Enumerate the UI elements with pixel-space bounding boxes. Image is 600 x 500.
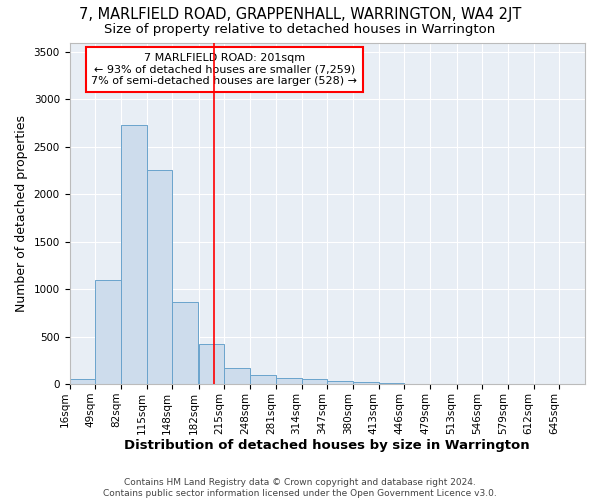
Y-axis label: Number of detached properties: Number of detached properties [15,115,28,312]
Bar [172,302,198,384]
Bar [379,383,404,384]
Bar [353,382,379,384]
Bar [250,374,276,384]
Text: Size of property relative to detached houses in Warrington: Size of property relative to detached ho… [104,22,496,36]
Bar [95,280,121,384]
Bar [146,170,172,384]
Bar [302,380,327,384]
Text: Contains HM Land Registry data © Crown copyright and database right 2024.
Contai: Contains HM Land Registry data © Crown c… [103,478,497,498]
Bar [327,381,353,384]
Text: 7, MARLFIELD ROAD, GRAPPENHALL, WARRINGTON, WA4 2JT: 7, MARLFIELD ROAD, GRAPPENHALL, WARRINGT… [79,8,521,22]
X-axis label: Distribution of detached houses by size in Warrington: Distribution of detached houses by size … [124,440,530,452]
Bar [70,380,95,384]
Text: 7 MARLFIELD ROAD: 201sqm
← 93% of detached houses are smaller (7,259)
7% of semi: 7 MARLFIELD ROAD: 201sqm ← 93% of detach… [91,53,357,86]
Bar [121,125,146,384]
Bar [276,378,302,384]
Bar [199,344,224,384]
Bar [224,368,250,384]
